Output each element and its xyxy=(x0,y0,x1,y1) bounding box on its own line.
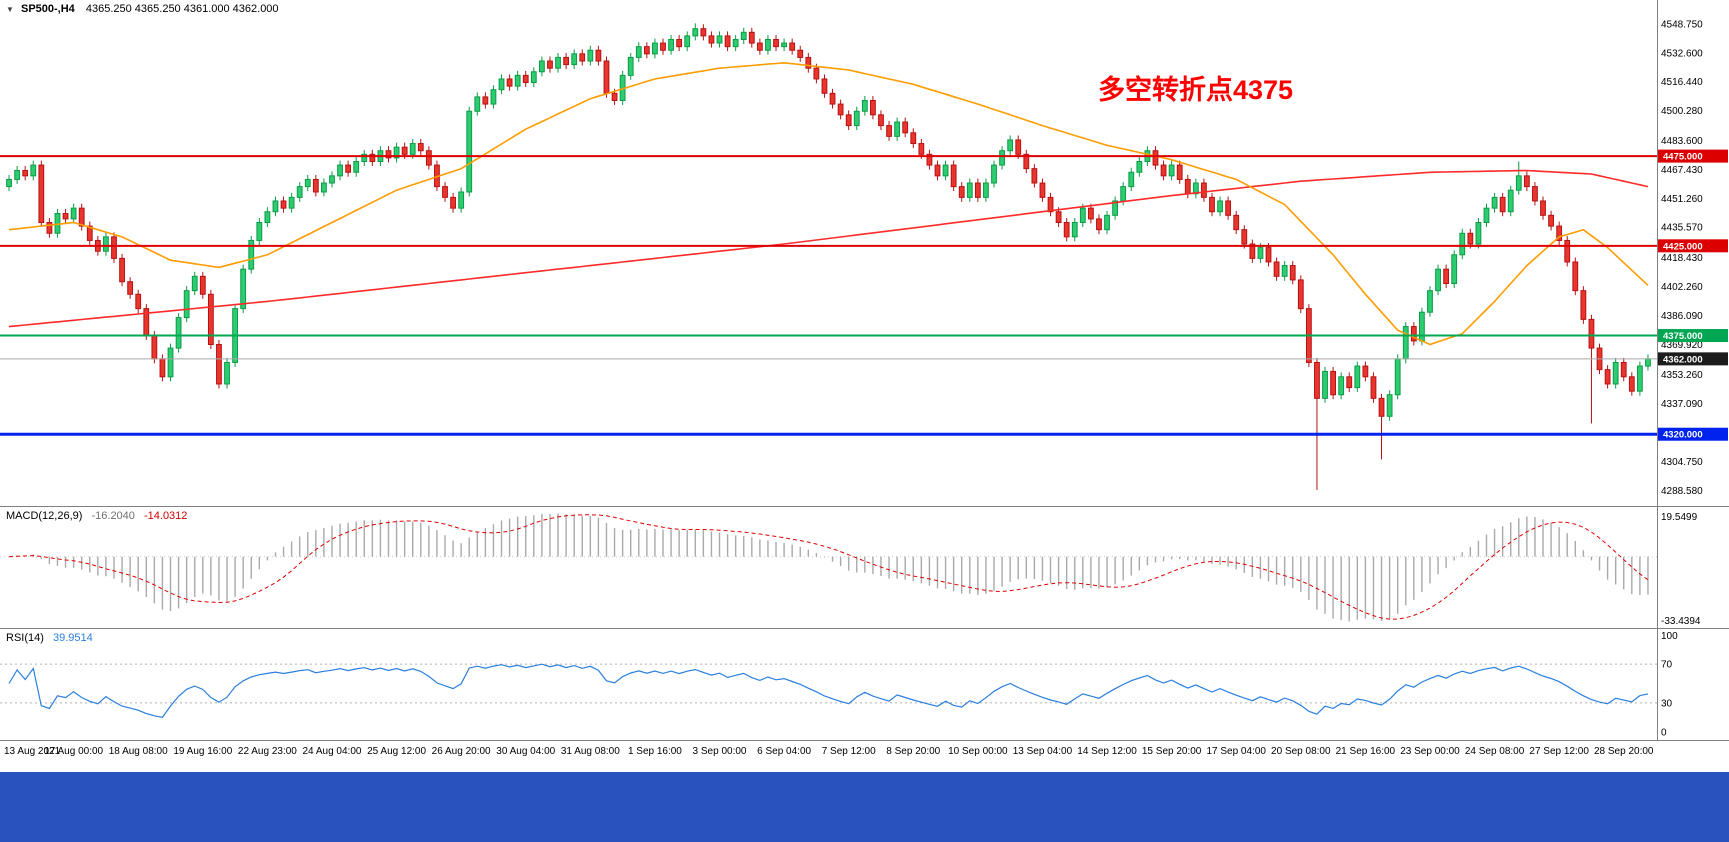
rsi-line xyxy=(8,663,1649,718)
time-label: 27 Sep 12:00 xyxy=(1529,746,1589,757)
macd-name: MACD(12,26,9) xyxy=(6,510,83,522)
svg-text:19.5499: 19.5499 xyxy=(1661,512,1698,523)
time-label: 21 Sep 16:00 xyxy=(1335,746,1396,757)
chart-header: ▼ SP500-,H4 4365.250 4365.250 4361.000 4… xyxy=(6,3,279,15)
svg-text:4532.600: 4532.600 xyxy=(1661,48,1703,59)
time-label: 23 Sep 00:00 xyxy=(1400,746,1460,757)
time-label: 13 Aug 2021 xyxy=(4,746,61,757)
svg-text:4483.600: 4483.600 xyxy=(1661,136,1703,147)
svg-text:4337.090: 4337.090 xyxy=(1661,399,1703,410)
candlestick-series xyxy=(6,23,1651,490)
price-tag-4375.000 xyxy=(1658,329,1728,343)
price-tag-4425.000 xyxy=(1658,239,1728,253)
svg-text:4500.280: 4500.280 xyxy=(1661,106,1703,117)
rsi-panel: 100 70 30 0 RSI(14) 39.9514 xyxy=(0,628,1729,740)
svg-text:4288.580: 4288.580 xyxy=(1661,486,1703,497)
svg-text:30: 30 xyxy=(1661,698,1673,709)
svg-text:70: 70 xyxy=(1661,660,1673,671)
main-price-chart[interactable]: 4548.750 4532.600 4516.440 4500.280 4483.600… xyxy=(0,0,1729,506)
ohlc-readout: 4365.250 4365.250 4361.000 4362.000 xyxy=(85,3,279,15)
svg-text:4320.000: 4320.000 xyxy=(1663,430,1703,441)
svg-text:4516.440: 4516.440 xyxy=(1661,77,1703,88)
chart-annotation-text: 多空转折点4375 xyxy=(1098,75,1294,105)
time-label: 6 Sep 04:00 xyxy=(757,746,812,757)
time-label: 30 Aug 04:00 xyxy=(496,746,556,757)
svg-text:4475.000: 4475.000 xyxy=(1663,152,1703,163)
time-label: 20 Sep 08:00 xyxy=(1271,746,1331,757)
time-label: 7 Sep 12:00 xyxy=(821,746,876,757)
svg-text:-33.4394: -33.4394 xyxy=(1661,616,1701,627)
time-label: 13 Sep 04:00 xyxy=(1012,746,1073,757)
svg-text:4369.920: 4369.920 xyxy=(1661,340,1703,351)
time-label: 22 Aug 23:00 xyxy=(237,746,297,757)
time-label: 26 Aug 20:00 xyxy=(431,746,491,757)
rsi-value: 39.9514 xyxy=(52,632,93,644)
macd-chart: 19.5499 -33.4394 xyxy=(0,507,1701,628)
ma-red-line xyxy=(8,169,1649,328)
svg-text:4425.000: 4425.000 xyxy=(1663,241,1703,252)
symbol-expand-icon[interactable]: ▼ xyxy=(6,5,14,14)
time-label: 8 Sep 20:00 xyxy=(886,746,941,757)
time-label: 31 Aug 08:00 xyxy=(560,746,620,757)
time-label: 19 Aug 16:00 xyxy=(173,746,233,757)
macd-main-value: -16.2040 xyxy=(91,510,135,522)
macd-label: MACD(12,26,9) -16.2040 -14.0312 xyxy=(6,510,187,522)
svg-text:100: 100 xyxy=(1661,631,1678,642)
price-tag-4362.000 xyxy=(1658,352,1728,366)
time-label: 3 Sep 00:00 xyxy=(692,746,747,757)
svg-text:4386.090: 4386.090 xyxy=(1661,311,1703,322)
svg-text:4402.260: 4402.260 xyxy=(1661,282,1703,293)
rsi-chart: 100 70 30 0 xyxy=(0,629,1678,740)
time-label: 17 Sep 04:00 xyxy=(1206,746,1266,757)
time-label: 24 Aug 04:00 xyxy=(302,746,362,757)
macd-signal-line xyxy=(8,514,1649,620)
time-label: 17 Aug 00:00 xyxy=(44,746,104,757)
svg-text:4418.430: 4418.430 xyxy=(1661,253,1703,264)
svg-text:4362.000: 4362.000 xyxy=(1663,354,1703,365)
rsi-name: RSI(14) xyxy=(6,632,44,644)
time-label: 15 Sep 20:00 xyxy=(1141,746,1202,757)
svg-text:4548.750: 4548.750 xyxy=(1661,19,1703,30)
main-chart-panel: 4548.750 4532.600 4516.440 4500.280 4483.600… xyxy=(0,0,1729,506)
time-label: 10 Sep 00:00 xyxy=(948,746,1008,757)
price-tag-4320.000 xyxy=(1658,427,1728,441)
svg-text:0: 0 xyxy=(1661,728,1667,739)
svg-text:4304.750: 4304.750 xyxy=(1661,457,1703,468)
macd-panel: 19.5499 -33.4394 MACD(12,26,9) -16.2040 -… xyxy=(0,506,1729,628)
svg-text:4451.260: 4451.260 xyxy=(1661,194,1703,205)
time-label: 25 Aug 12:00 xyxy=(367,746,427,757)
time-axis[interactable]: 13 Aug 2021 17 Aug 00:00 18 Aug 08:00 19 Au… xyxy=(0,740,1729,772)
time-label: 28 Sep 20:00 xyxy=(1593,746,1654,757)
svg-text:4375.000: 4375.000 xyxy=(1663,331,1703,342)
macd-signal-value: -14.0312 xyxy=(143,510,188,522)
time-label: 1 Sep 16:00 xyxy=(627,746,682,757)
ma-orange-line xyxy=(8,61,1649,346)
svg-text:4353.260: 4353.260 xyxy=(1661,370,1703,381)
rsi-label: RSI(14) 39.9514 xyxy=(6,632,93,644)
price-tag-4475.000 xyxy=(1658,149,1728,163)
time-label: 24 Sep 08:00 xyxy=(1464,746,1525,757)
bottom-bar xyxy=(0,772,1729,842)
symbol-timeframe-label: SP500-,H4 xyxy=(20,3,75,15)
svg-text:4467.430: 4467.430 xyxy=(1661,165,1703,176)
time-label: 18 Aug 08:00 xyxy=(108,746,168,757)
macd-histogram xyxy=(16,513,1649,622)
svg-text:4435.570: 4435.570 xyxy=(1661,222,1703,233)
time-label: 14 Sep 12:00 xyxy=(1077,746,1137,757)
